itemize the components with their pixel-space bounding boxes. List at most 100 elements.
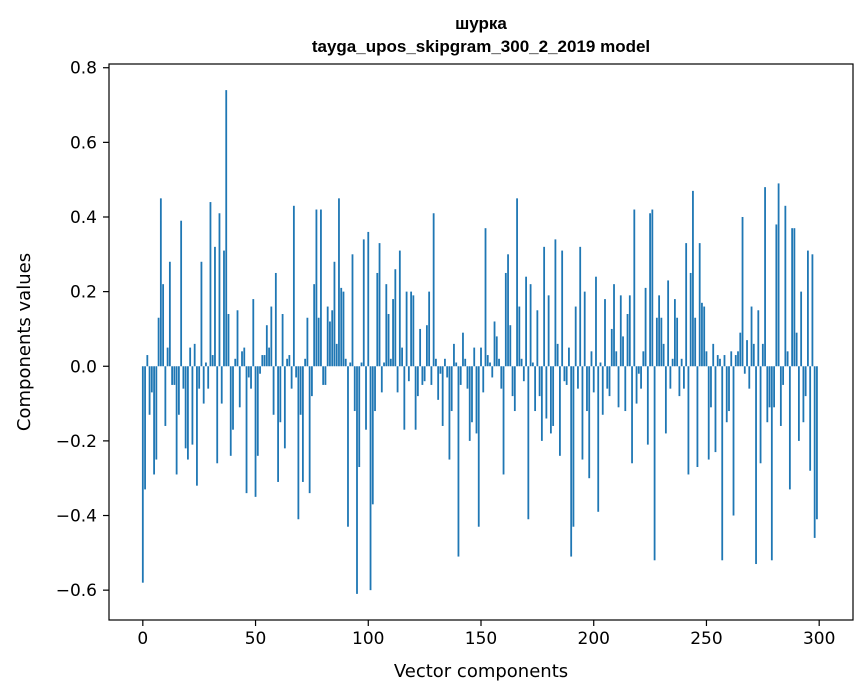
bar: [750, 306, 753, 367]
bar: [631, 366, 633, 464]
bar: [583, 291, 586, 367]
bar: [613, 284, 615, 367]
bar: [786, 351, 789, 367]
bar: [577, 366, 579, 389]
bar: [685, 243, 688, 367]
bar: [504, 272, 507, 367]
bar: [353, 366, 356, 412]
bar: [324, 366, 327, 385]
bar: [568, 347, 570, 367]
bar: [232, 366, 234, 430]
bar: [311, 366, 313, 397]
bar: [286, 358, 289, 367]
bar: [383, 362, 385, 367]
bar: [360, 362, 363, 367]
bar: [205, 362, 207, 367]
bar: [376, 272, 379, 367]
chart-title: шурка: [455, 14, 507, 33]
bar: [164, 366, 167, 426]
bar: [288, 355, 291, 367]
bar: [671, 358, 674, 367]
bar: [141, 366, 144, 583]
bar: [698, 243, 701, 367]
y-tick-label: 0.4: [70, 208, 97, 228]
bar: [816, 366, 818, 520]
bar: [624, 366, 627, 412]
bar: [489, 362, 491, 367]
bar: [509, 325, 512, 367]
bar: [362, 239, 365, 367]
bar: [660, 317, 663, 367]
bar: [263, 355, 266, 367]
bar: [146, 355, 149, 367]
bar: [448, 366, 451, 460]
bar: [498, 358, 500, 367]
bar: [723, 355, 726, 367]
bar: [256, 366, 259, 456]
bar: [793, 228, 796, 367]
bar: [259, 366, 261, 374]
bar: [534, 366, 537, 412]
bar: [633, 209, 636, 367]
bar: [439, 366, 442, 374]
bar: [637, 366, 640, 374]
bar: [491, 366, 494, 378]
bar: [243, 347, 246, 367]
bar: [640, 366, 642, 389]
bar: [649, 213, 651, 367]
x-tick-label: 300: [803, 629, 835, 649]
bar: [732, 366, 735, 516]
y-tick-label: −0.6: [56, 581, 97, 601]
bar: [522, 366, 525, 382]
bar: [710, 366, 712, 408]
bar: [477, 366, 480, 527]
bar: [180, 220, 183, 367]
bar: [347, 366, 349, 527]
bar: [274, 272, 277, 367]
bar: [495, 336, 498, 367]
bar: [797, 366, 800, 441]
bar: [367, 231, 370, 367]
y-tick-label: −0.4: [56, 507, 97, 527]
bar: [304, 358, 307, 367]
bar: [227, 314, 230, 367]
bar: [712, 343, 715, 367]
bar: [369, 366, 372, 591]
x-axis: 0 50 100 150 200 250 300: [137, 620, 835, 649]
bar: [599, 362, 602, 367]
bar: [755, 366, 757, 565]
bar: [187, 366, 189, 460]
bar: [549, 366, 552, 434]
bar: [281, 314, 284, 367]
bar: [667, 280, 670, 367]
bar: [757, 310, 760, 367]
bar: [746, 340, 748, 367]
y-axis: −0.6 −0.4 −0.2 0.0 0.2 0.4 0.6 0.8: [56, 59, 109, 601]
bar: [320, 209, 322, 367]
bar: [728, 366, 730, 412]
bar: [416, 366, 419, 397]
x-axis-label: Vector components: [394, 661, 568, 682]
bar: [412, 295, 415, 367]
x-tick-label: 0: [137, 629, 148, 649]
bar: [290, 366, 293, 389]
bar: [694, 317, 697, 367]
bar: [788, 366, 791, 490]
bar: [344, 358, 347, 367]
bar: [752, 343, 755, 367]
y-tick-label: −0.2: [56, 432, 97, 452]
bar: [446, 366, 449, 378]
bar: [707, 366, 710, 460]
bar: [196, 366, 198, 486]
bar: [331, 310, 334, 367]
bar: [297, 366, 300, 520]
bar: [308, 366, 311, 494]
bar: [678, 366, 681, 397]
bar: [432, 213, 435, 367]
bar: [734, 355, 737, 367]
bar: [536, 310, 539, 367]
bar: [807, 250, 809, 367]
bar: [651, 209, 654, 367]
bar: [421, 366, 424, 385]
bar: [385, 284, 388, 367]
